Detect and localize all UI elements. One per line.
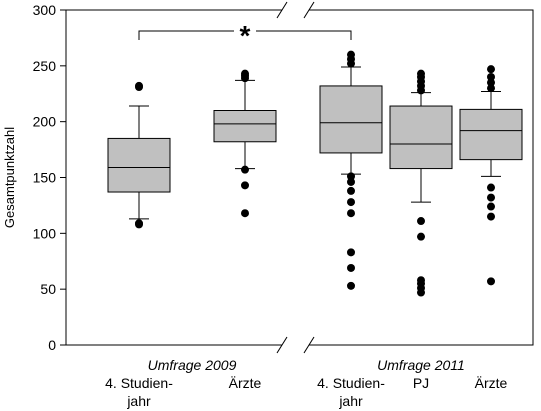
outlier-point [347,248,355,257]
survey-label: Umfrage 2009 [148,357,237,373]
outlier-point [487,212,495,221]
outlier-point [487,202,495,211]
axis-break-slash [303,1,315,19]
outlier-point [487,78,495,87]
box-group [389,69,453,297]
outlier-point [417,232,425,241]
outlier-point [347,281,355,290]
outlier-point [135,81,143,90]
significance-bracket: * [138,19,352,51]
outlier-point [347,209,355,218]
outlier-point [347,263,355,272]
outlier-point [417,217,425,226]
box-group [107,81,171,229]
outlier-point [135,219,143,228]
category-label: jahr [338,393,363,409]
category-label: Ärzte [475,375,508,391]
outlier-point [417,69,425,78]
y-tick-label: 300 [33,2,57,18]
outlier-point [347,50,355,59]
outlier-point [241,209,249,218]
outlier-point [347,172,355,181]
box-group [213,69,277,218]
category-label: PJ [413,375,429,391]
outlier-point [347,177,355,186]
y-tick-label: 250 [33,58,57,74]
y-tick-label: 100 [33,225,57,241]
outlier-point [241,181,249,190]
outlier-point [347,198,355,207]
axis-break-slash [276,336,288,354]
outlier-point [487,193,495,202]
outlier-point [487,65,495,74]
y-tick-label: 0 [48,337,56,353]
axis-break-gap-top [282,7,309,14]
survey-label: Umfrage 2011 [377,357,465,373]
interquartile-box [319,85,383,154]
category-label: 4. Studien- [105,375,173,391]
outlier-point [487,84,495,93]
significance-star-bg [234,19,256,43]
axis-break-slash [276,1,288,19]
axis-break-slash [303,336,315,354]
outlier-point [487,183,495,192]
category-label: 4. Studien- [317,375,385,391]
outlier-point [487,73,495,81]
box-group [319,50,383,290]
y-tick-label: 50 [40,281,56,297]
outlier-point [347,186,355,195]
y-tick-label: 150 [33,170,57,186]
interquartile-box [389,105,453,170]
category-label: jahr [126,393,151,409]
interquartile-box [213,110,277,143]
outlier-point [241,69,249,78]
y-axis-label: Gesamtpunktzahl [2,127,17,228]
axis-break-gap-bottom [282,341,309,348]
outlier-point [417,276,425,285]
axis-break [276,1,315,354]
box-group [459,65,523,286]
outlier-point [241,165,249,174]
category-label: Ärzte [229,375,262,391]
interquartile-box [459,108,523,161]
y-tick-label: 200 [33,114,57,130]
interquartile-box [107,137,171,193]
outlier-point [487,277,495,286]
significance-star: * [240,20,251,51]
